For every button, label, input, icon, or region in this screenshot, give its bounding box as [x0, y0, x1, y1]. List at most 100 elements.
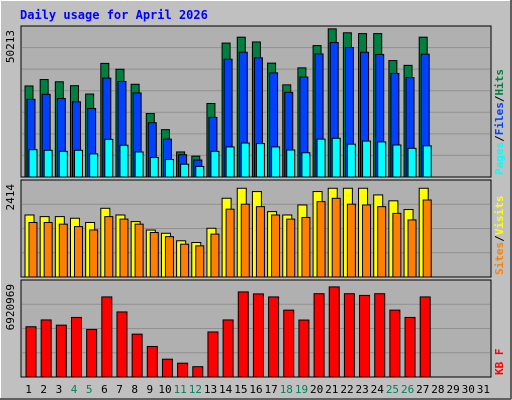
x-tick-label: 14	[219, 383, 233, 396]
legend-entry-sites: Sites	[493, 242, 506, 275]
x-tick-label: 10	[158, 383, 171, 396]
x-tick-label: 4	[71, 383, 78, 396]
legend-entry-visits: Visits	[493, 196, 506, 236]
x-tick-label: 9	[147, 383, 154, 396]
x-tick-label: 3	[56, 383, 63, 396]
bar-sites-day-2	[43, 221, 53, 278]
bar-kbytes-day-12	[192, 366, 204, 378]
bar-sites-day-14	[225, 208, 235, 278]
bar-kbytes-day-6	[101, 296, 113, 378]
x-tick-label: 23	[356, 383, 369, 396]
x-tick-label: 30	[462, 383, 475, 396]
bar-kbytes-day-21	[328, 286, 340, 378]
x-tick-label: 17	[265, 383, 278, 396]
x-tick-label: 27	[416, 383, 429, 396]
x-tick-label: 26	[401, 383, 414, 396]
bar-sites-day-26	[407, 219, 417, 278]
legend-text-3: KB F	[493, 349, 506, 376]
x-tick-label: 11	[174, 383, 187, 396]
bar-kbytes-day-22	[343, 293, 355, 378]
bar-sites-day-25	[392, 212, 402, 278]
bar-pages-day-20	[316, 138, 326, 178]
bar-pages-day-27	[422, 145, 432, 178]
bar-sites-day-7	[119, 218, 129, 278]
bar-kbytes-day-7	[116, 311, 128, 378]
legend-text-1: Pages/Files/Hits	[493, 69, 506, 175]
x-tick-label: 5	[86, 383, 93, 396]
x-tick-label: 15	[234, 383, 247, 396]
bar-pages-day-6	[104, 138, 114, 178]
bar-pages-day-7	[119, 144, 129, 178]
legend-separator: /	[493, 135, 506, 142]
bar-kbytes-day-25	[389, 309, 401, 378]
bar-kbytes-day-16	[252, 293, 264, 378]
bar-kbytes-day-17	[268, 296, 280, 378]
bar-pages-day-11	[180, 163, 190, 178]
bar-kbytes-day-15	[237, 291, 249, 378]
x-tick-label: 2	[40, 383, 47, 396]
bar-sites-day-15	[240, 203, 250, 278]
bar-pages-day-24	[377, 141, 387, 178]
bar-kbytes-day-14	[222, 319, 234, 378]
legend-entry-hits: Hits	[493, 69, 506, 96]
bar-sites-day-8	[134, 223, 144, 278]
bar-pages-day-8	[134, 151, 144, 178]
bar-pages-day-19	[301, 152, 311, 178]
legend-text-2: Sites/Visits	[493, 196, 506, 276]
legend-3: KB F	[493, 349, 506, 376]
bar-pages-day-14	[225, 146, 235, 178]
bar-kbytes-day-23	[359, 294, 371, 378]
bar-sites-day-23	[362, 204, 372, 278]
legend-entry-files: Files	[493, 102, 506, 135]
x-tick-label: 25	[386, 383, 399, 396]
bar-kbytes-day-10	[161, 358, 173, 378]
x-tick-label: 19	[295, 383, 308, 396]
x-tick-label: 22	[340, 383, 353, 396]
bar-sites-day-6	[104, 216, 114, 278]
bar-sites-day-21	[331, 197, 341, 278]
x-tick-label: 8	[131, 383, 138, 396]
bar-kbytes-day-3	[55, 324, 67, 378]
bar-kbytes-day-1	[25, 326, 37, 378]
bar-pages-day-15	[240, 142, 250, 178]
bar-sites-day-24	[377, 206, 387, 278]
legend-separator: /	[493, 235, 506, 242]
legend-separator: /	[493, 95, 506, 102]
y-max-label-2: 2414	[4, 184, 17, 211]
legend-entry-kb-f: KB F	[493, 349, 506, 376]
bar-kbytes-day-18	[283, 309, 295, 378]
bar-sites-day-13	[210, 233, 220, 278]
x-tick-label: 13	[204, 383, 217, 396]
legend-2: Sites/Visits	[493, 196, 506, 276]
bar-pages-day-13	[210, 150, 220, 178]
bar-pages-day-22	[346, 143, 356, 178]
bar-kbytes-day-26	[404, 316, 416, 378]
bar-sites-day-12	[195, 245, 205, 278]
bar-pages-day-5	[89, 153, 99, 178]
bar-kbytes-day-24	[374, 293, 386, 378]
bar-sites-day-16	[255, 206, 265, 278]
bar-kbytes-day-4	[70, 316, 82, 378]
x-tick-label: 18	[280, 383, 293, 396]
x-tick-label: 12	[189, 383, 202, 396]
x-tick-label: 1	[25, 383, 32, 396]
bar-pages-day-3	[58, 150, 68, 178]
bar-sites-day-5	[89, 229, 99, 278]
x-tick-label: 7	[116, 383, 123, 396]
bar-pages-day-10	[164, 158, 174, 178]
bar-sites-day-10	[164, 236, 174, 278]
x-tick-label: 21	[325, 383, 338, 396]
bar-kbytes-day-20	[313, 293, 325, 378]
bar-sites-day-17	[271, 214, 281, 278]
legend-1: Pages/Files/Hits	[493, 69, 506, 175]
bar-pages-day-25	[392, 144, 402, 178]
bar-sites-day-11	[180, 243, 190, 278]
x-tick-label: 31	[477, 383, 490, 396]
bar-pages-day-1	[28, 149, 38, 178]
legend-entry-pages: Pages	[493, 142, 506, 175]
bar-kbytes-day-8	[131, 333, 143, 378]
x-tick-label: 29	[446, 383, 459, 396]
bar-pages-day-21	[331, 137, 341, 178]
